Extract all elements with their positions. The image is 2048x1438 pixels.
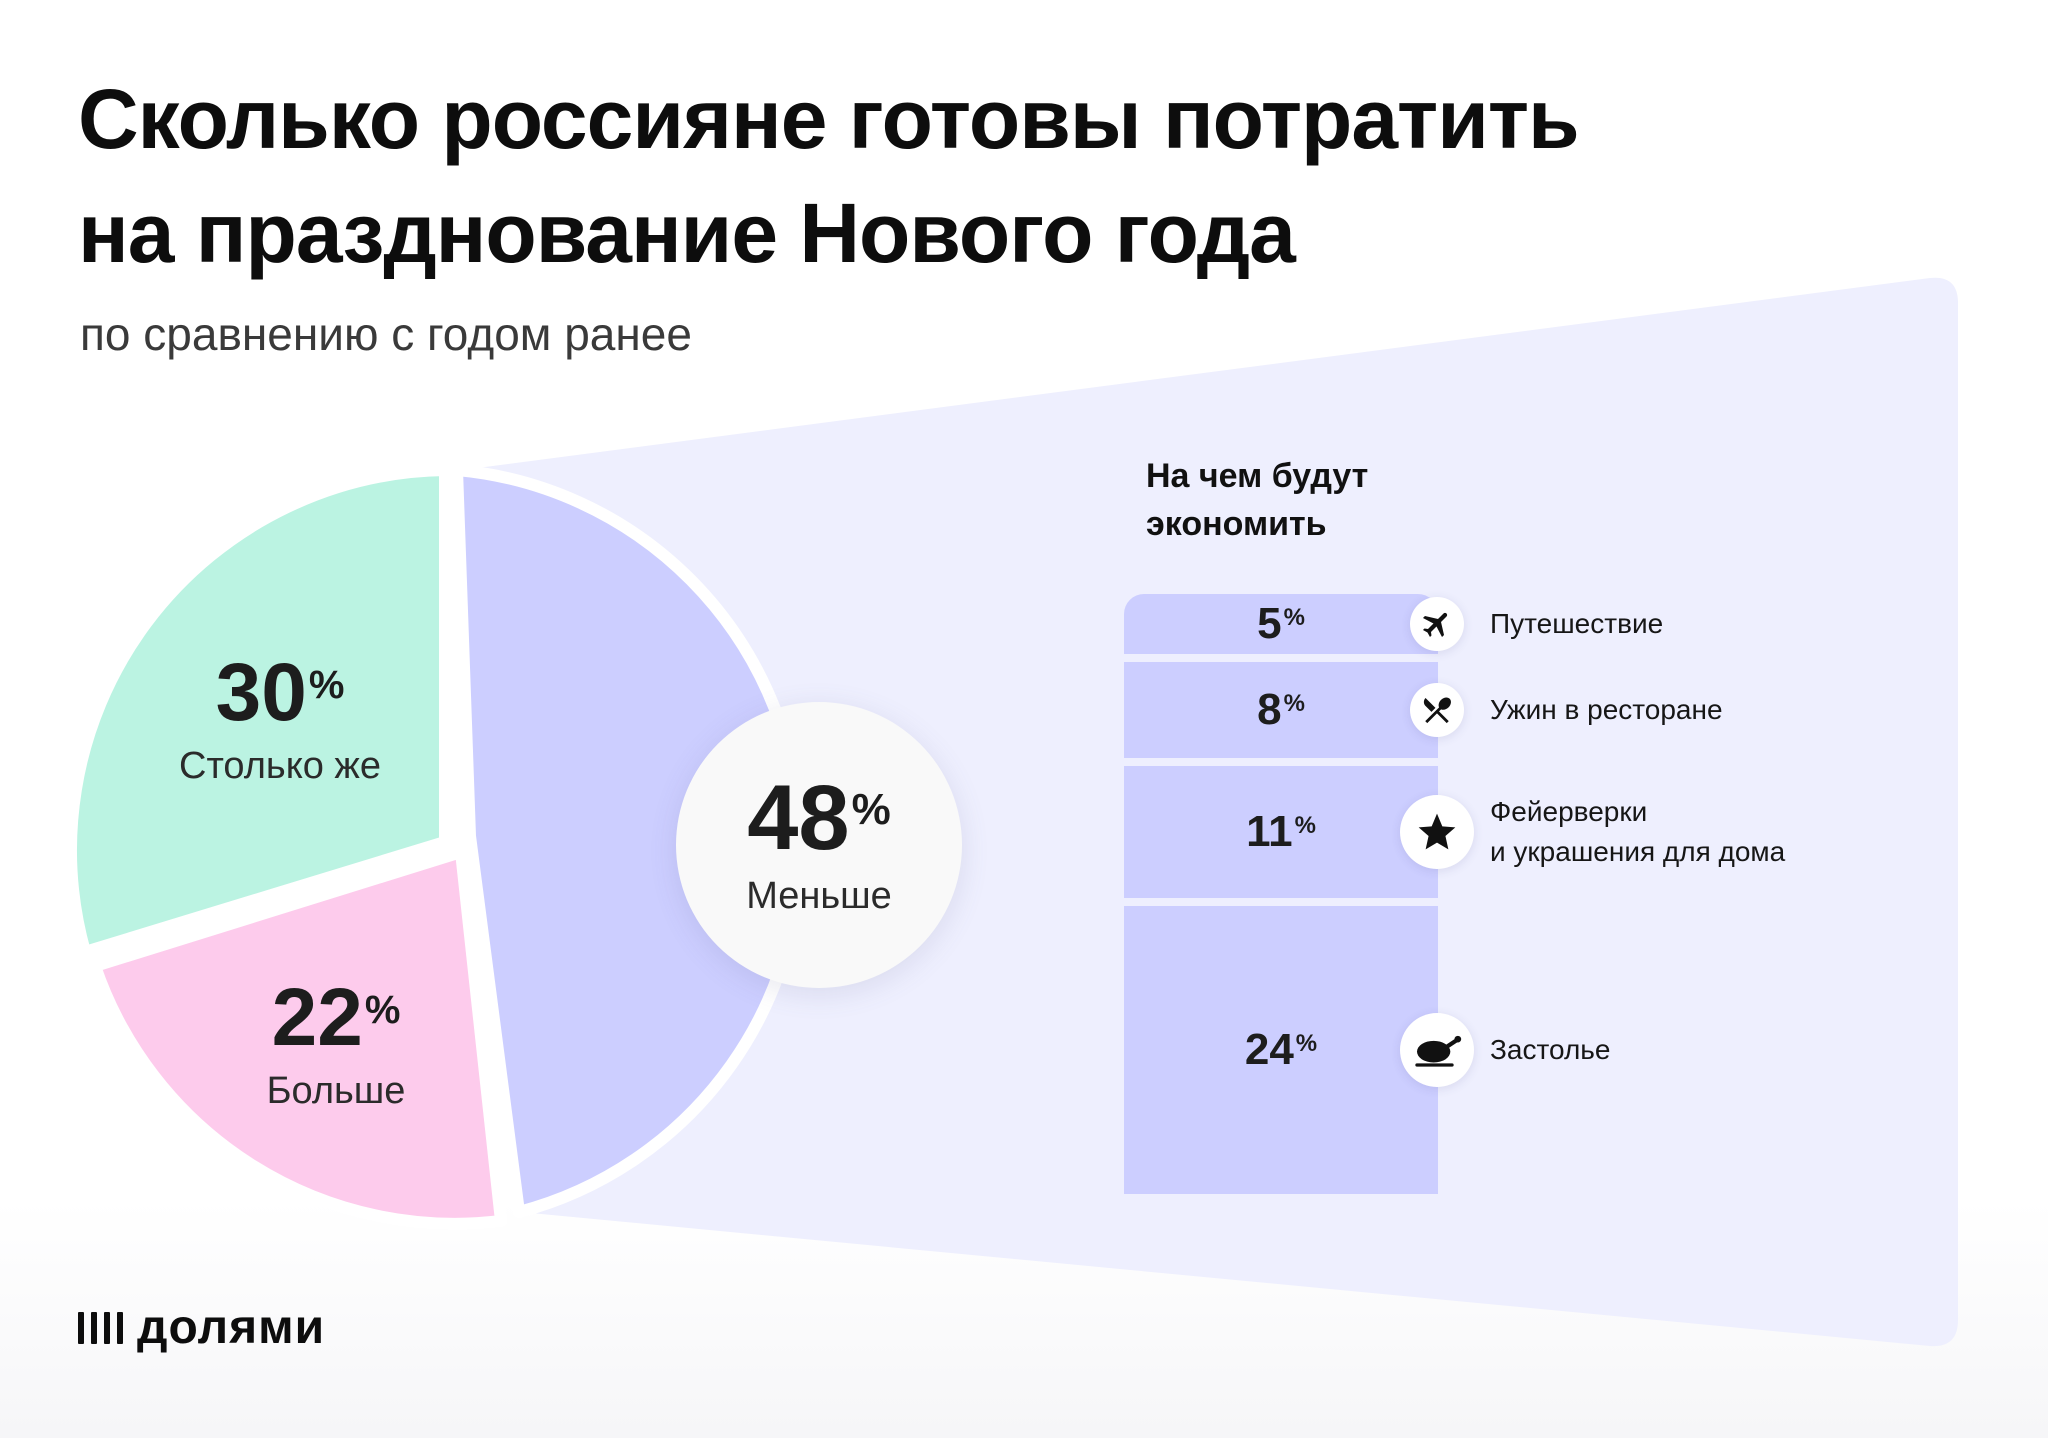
breakdown-title-line-1: На чем будут	[1146, 457, 1369, 495]
percent-sign: %	[1295, 1030, 1318, 1057]
slice-value-more-number: 22	[271, 972, 363, 1063]
brand-logo: долями	[78, 1302, 325, 1354]
slice-value-less-number: 48	[747, 767, 850, 869]
pie-slice-more	[89, 846, 507, 1230]
category-label-line: Застолье	[1490, 1034, 1611, 1065]
slice-value-more: 22%	[186, 973, 486, 1063]
bar-segment-travel	[1124, 594, 1438, 654]
category-label-line: Фейерверки	[1490, 796, 1648, 827]
slice-value-same: 30%	[130, 648, 430, 738]
pie-slice-same	[65, 464, 451, 958]
airplane-icon	[1410, 597, 1464, 651]
bar-value-label: 5%	[1124, 598, 1438, 650]
chart-title: Сколько россияне готовы потратить на пра…	[78, 62, 1580, 290]
category-label-line: и украшения для дома	[1490, 836, 1786, 867]
category-label-line: Ужин в ресторане	[1490, 694, 1723, 725]
roast-chicken-icon	[1400, 1013, 1474, 1087]
category-label-fireworks: Фейерверки и украшения для дома	[1490, 792, 1785, 872]
slice-name-same: Столько же	[179, 745, 381, 787]
bar-segment-restaurant	[1124, 662, 1438, 758]
cutlery-icon	[1410, 683, 1464, 737]
chart-title-line-1: Сколько россияне готовы потратить	[78, 72, 1580, 166]
category-label-line: Путешествие	[1490, 608, 1664, 639]
bar-segment-feast	[1124, 906, 1438, 1194]
bar-value-label: 8%	[1124, 684, 1438, 736]
category-label-feast: Застолье	[1490, 1030, 1610, 1070]
breakdown-title-line-2: экономить	[1146, 505, 1327, 543]
bar-value-label: 24%	[1124, 1024, 1438, 1076]
bar-value-number: 5	[1257, 599, 1282, 648]
bar-value-number: 8	[1257, 685, 1282, 734]
breakdown-title: На чем будут экономить	[1146, 452, 1368, 548]
percent-sign: %	[308, 663, 345, 707]
slice-label-less: 48% Меньше	[676, 768, 962, 920]
four-bars-icon	[78, 1312, 123, 1344]
brand-name: долями	[137, 1301, 326, 1354]
bar-segment-fireworks	[1124, 766, 1438, 898]
star-icon	[1400, 795, 1474, 869]
bar-value-number: 11	[1246, 807, 1293, 856]
slice-name-less: Меньше	[746, 875, 892, 917]
percent-sign: %	[364, 988, 401, 1032]
category-label-travel: Путешествие	[1490, 604, 1663, 644]
percent-sign: %	[851, 785, 891, 834]
bar-value-label: 11%	[1124, 806, 1438, 858]
bar-value-number: 24	[1244, 1025, 1294, 1074]
less-value-circle	[676, 702, 962, 988]
slice-label-more: 22% Больше	[186, 973, 486, 1115]
slice-value-same-number: 30	[215, 647, 307, 738]
percent-sign: %	[1283, 690, 1305, 717]
chart-title-line-2: на празднование Нового года	[78, 186, 1296, 280]
slice-name-more: Больше	[266, 1070, 406, 1112]
chart-subtitle: по сравнению с годом ранее	[80, 308, 692, 360]
percent-sign: %	[1294, 812, 1316, 839]
percent-sign: %	[1283, 604, 1305, 631]
slice-value-less: 48%	[676, 768, 962, 868]
slice-label-same: 30% Столько же	[130, 648, 430, 790]
category-label-restaurant: Ужин в ресторане	[1490, 690, 1723, 730]
